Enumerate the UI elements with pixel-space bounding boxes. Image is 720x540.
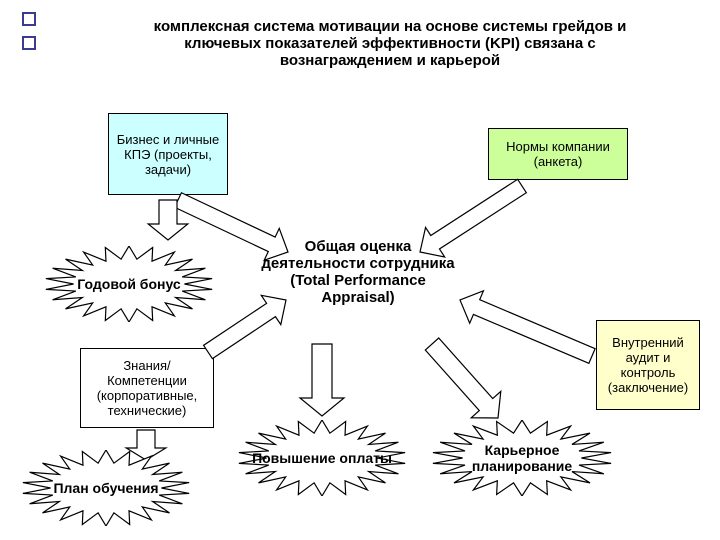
- starburst-plan: План обучения: [22, 450, 190, 526]
- starburst-payrise-label: Повышение оплаты: [238, 420, 406, 496]
- page-title: комплексная система мотивации на основе …: [140, 18, 640, 69]
- box-competencies-label: Знания/ Компетенции (корпоративные, техн…: [85, 358, 209, 418]
- box-norms-label: Нормы компании (анкета): [493, 139, 623, 169]
- box-audit-label: Внутренний аудит и контроль (заключение): [601, 335, 695, 395]
- starburst-plan-label: План обучения: [22, 450, 190, 526]
- bullet-square-1: [22, 12, 36, 26]
- box-kpi-label: Бизнес и личные КПЭ (проекты, задачи): [113, 132, 223, 177]
- starburst-career-label: Карьерное планирование: [432, 420, 612, 496]
- starburst-bonus: Годовой бонус: [45, 246, 213, 322]
- box-competencies: Знания/ Компетенции (корпоративные, техн…: [80, 348, 214, 428]
- bullet-square-2: [22, 36, 36, 50]
- starburst-career: Карьерное планирование: [432, 420, 612, 496]
- starburst-bonus-label: Годовой бонус: [45, 246, 213, 322]
- starburst-payrise: Повышение оплаты: [238, 420, 406, 496]
- box-norms: Нормы компании (анкета): [488, 128, 628, 180]
- center-label: Общая оценка деятельности сотрудника (To…: [258, 238, 458, 306]
- box-audit: Внутренний аудит и контроль (заключение): [596, 320, 700, 410]
- box-kpi: Бизнес и личные КПЭ (проекты, задачи): [108, 113, 228, 195]
